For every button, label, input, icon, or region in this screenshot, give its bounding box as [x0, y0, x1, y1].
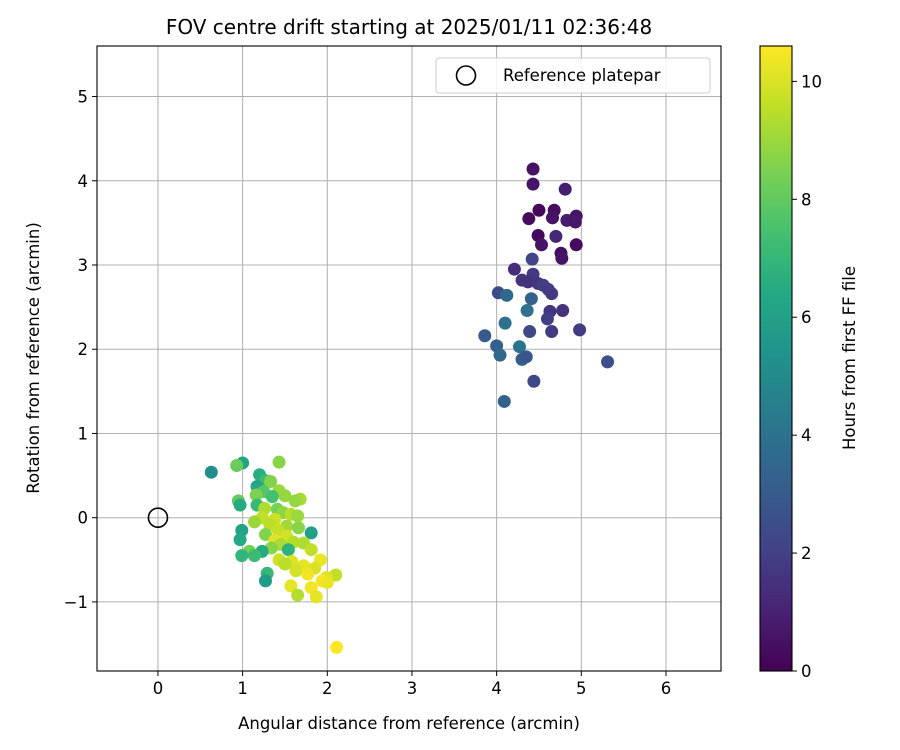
- data-point: [500, 288, 514, 302]
- data-point: [235, 549, 249, 563]
- data-point: [601, 355, 615, 369]
- x-tick-label: 3: [407, 679, 418, 698]
- data-point: [249, 488, 263, 502]
- x-tick-label: 0: [153, 679, 164, 698]
- data-point: [526, 177, 540, 191]
- colorbar-tick-label: 0: [801, 662, 812, 681]
- y-tick-label: 5: [78, 88, 89, 107]
- data-point: [278, 489, 292, 503]
- x-axis-ticks: 0 1 2 3 4 5 6: [153, 671, 672, 698]
- data-point: [247, 515, 261, 529]
- colorbar-tick-label: 8: [801, 190, 812, 209]
- colorbar-tick-label: 2: [801, 544, 812, 563]
- data-point: [527, 374, 541, 388]
- data-point: [330, 640, 344, 654]
- data-point: [549, 229, 563, 243]
- data-point: [520, 303, 534, 317]
- legend: Reference platepar: [435, 57, 711, 94]
- colorbar-tick-label: 10: [801, 72, 822, 91]
- data-point: [265, 490, 279, 504]
- data-point: [519, 350, 533, 364]
- data-point: [507, 262, 521, 276]
- x-tick-label: 4: [491, 679, 502, 698]
- data-point: [233, 533, 247, 547]
- x-tick-label: 5: [576, 679, 587, 698]
- data-point: [512, 340, 526, 354]
- data-point: [532, 203, 546, 217]
- x-tick-label: 2: [322, 679, 333, 698]
- y-tick-label: 1: [78, 424, 89, 443]
- data-point: [247, 549, 261, 563]
- colorbar-ticks: 0 2 4 6 8 10: [792, 72, 822, 681]
- data-point: [291, 588, 305, 602]
- data-point: [493, 348, 507, 362]
- data-point: [478, 329, 492, 343]
- reference-platepar-marker: [147, 507, 169, 528]
- x-tick-label: 6: [661, 679, 672, 698]
- data-point: [258, 528, 272, 542]
- data-point: [304, 526, 318, 540]
- data-point: [258, 574, 272, 588]
- data-point: [309, 590, 323, 604]
- data-point: [526, 162, 540, 176]
- data-point: [278, 557, 292, 571]
- data-point: [233, 498, 247, 512]
- y-tick-label: −1: [64, 593, 88, 612]
- data-point: [545, 287, 559, 301]
- x-axis-label: Angular distance from reference (arcmin): [238, 714, 580, 733]
- data-point: [204, 465, 218, 479]
- colorbar-gradient: [759, 45, 793, 672]
- y-tick-label: 4: [78, 172, 89, 191]
- data-point: [272, 455, 286, 469]
- data-point: [569, 238, 583, 252]
- chart-title: FOV centre drift starting at 2025/01/11 …: [166, 15, 652, 39]
- data-point: [525, 252, 539, 266]
- legend-label: Reference platepar: [503, 66, 661, 85]
- data-point: [288, 494, 302, 508]
- data-point: [573, 323, 587, 337]
- data-point: [291, 509, 305, 523]
- data-point: [546, 211, 560, 225]
- data-point: [524, 292, 538, 306]
- data-point: [264, 474, 278, 488]
- y-tick-label: 0: [78, 509, 89, 528]
- data-point: [568, 215, 582, 229]
- legend-marker-icon: [455, 65, 477, 86]
- data-point: [522, 212, 536, 226]
- data-point: [320, 576, 334, 590]
- data-point: [555, 251, 569, 265]
- data-point: [281, 543, 295, 557]
- colorbar: 0 2 4 6 8 10 Hours from first FF file: [759, 45, 859, 681]
- data-point: [535, 238, 549, 252]
- data-point: [304, 543, 318, 557]
- plot-frame: [96, 45, 722, 672]
- data-point: [523, 325, 537, 339]
- y-tick-label: 3: [78, 256, 89, 275]
- colorbar-tick-label: 4: [801, 426, 812, 445]
- data-point: [301, 567, 315, 581]
- legend-box: [435, 57, 711, 94]
- y-tick-label: 2: [78, 340, 89, 359]
- data-point: [497, 394, 511, 408]
- data-point: [284, 579, 298, 593]
- colorbar-label: Hours from first FF file: [840, 266, 859, 450]
- data-point: [498, 316, 512, 330]
- data-point: [545, 325, 559, 339]
- data-points: [204, 162, 615, 654]
- y-axis-label: Rotation from reference (arcmin): [24, 222, 43, 494]
- data-point: [292, 521, 306, 535]
- colorbar-tick-label: 6: [801, 308, 812, 327]
- data-point: [230, 458, 244, 472]
- data-point: [521, 275, 535, 289]
- x-tick-label: 1: [237, 679, 248, 698]
- data-point: [540, 312, 554, 326]
- data-point: [556, 303, 570, 317]
- y-axis-ticks: −1 0 1 2 3 4 5: [64, 88, 97, 612]
- data-point: [558, 182, 572, 196]
- data-point: [289, 564, 303, 578]
- grid-lines: [97, 46, 721, 671]
